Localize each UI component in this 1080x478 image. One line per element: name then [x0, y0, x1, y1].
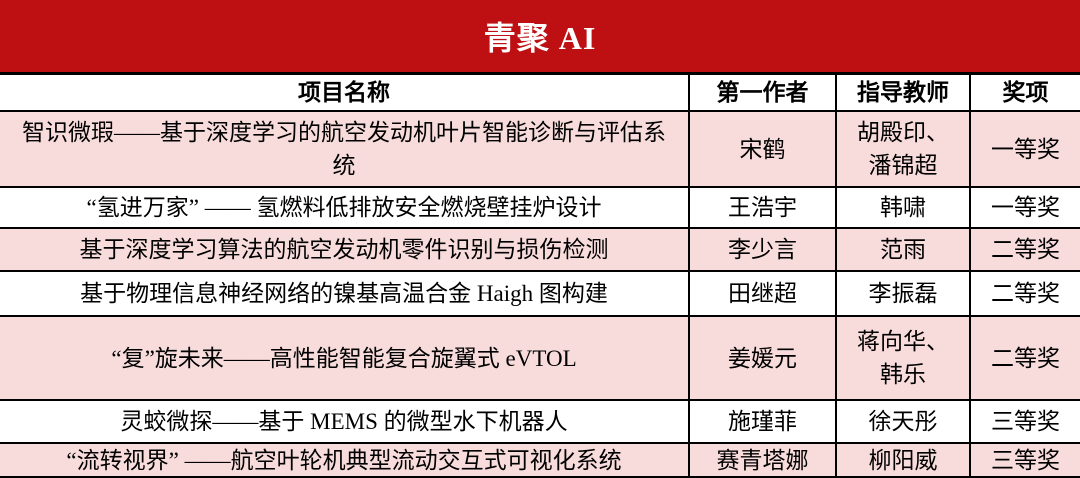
first-author-cell: 田继超 — [690, 272, 837, 315]
table-row: 基于物理信息神经网络的镍基高温合金 Haigh 图构建 田继超 李振磊 二等奖 — [0, 270, 1080, 315]
first-author-cell: 王浩宇 — [690, 188, 837, 227]
table-row: 智识微瑕——基于深度学习的航空发动机叶片智能诊断与评估系 统 宋鹤 胡殿印、 潘… — [0, 110, 1080, 186]
advisor-cell: 胡殿印、 潘锦超 — [837, 112, 971, 186]
advisor-cell: 柳阳威 — [837, 444, 971, 476]
column-header-advisor: 指导教师 — [837, 75, 971, 110]
table-row: “氢进万家” —— 氢燃料低排放安全燃烧壁挂炉设计 王浩宇 韩啸 一等奖 — [0, 186, 1080, 227]
column-header-award: 奖项 — [1002, 80, 1049, 105]
award-table: 项目名称 第一作者 指导教师 奖项 智识微瑕——基于深度学习的航空发动机叶片智能… — [0, 72, 1080, 478]
first-author-cell: 赛青塔娜 — [690, 444, 837, 476]
project-name-cell: 基于物理信息神经网络的镍基高温合金 Haigh 图构建 — [0, 272, 690, 315]
project-name-cell: “复”旋未来——高性能智能复合旋翼式 eVTOL — [0, 317, 690, 399]
project-name-cell: “流转视界” ——航空叶轮机典型流动交互式可视化系统 — [0, 444, 690, 476]
project-name-cell: 灵蛟微探——基于 MEMS 的微型水下机器人 — [0, 401, 690, 442]
project-name-cell: 智识微瑕——基于深度学习的航空发动机叶片智能诊断与评估系 统 — [0, 112, 690, 186]
award-cell: 二等奖 — [991, 345, 1060, 371]
table-row: 基于深度学习算法的航空发动机零件识别与损伤检测 李少言 范雨 二等奖 — [0, 227, 1080, 270]
first-author-cell: 姜媛元 — [690, 317, 837, 399]
award-cell: 二等奖 — [991, 281, 1060, 306]
table-row: “复”旋未来——高性能智能复合旋翼式 eVTOL 姜媛元 蒋向华、 韩乐 二等奖 — [0, 315, 1080, 399]
first-author-cell: 李少言 — [690, 229, 837, 270]
column-header-project-name: 项目名称 — [0, 75, 690, 110]
award-cell: 一等奖 — [991, 195, 1060, 220]
advisor-cell: 范雨 — [837, 229, 971, 270]
table-row: 灵蛟微探——基于 MEMS 的微型水下机器人 施瑾菲 徐天彤 三等奖 — [0, 399, 1080, 442]
page-title: 青聚 AI — [483, 20, 597, 56]
award-cell: 三等奖 — [991, 409, 1060, 434]
first-author-cell: 宋鹤 — [690, 112, 837, 186]
table-header-row: 项目名称 第一作者 指导教师 奖项 — [0, 72, 1080, 110]
project-name-cell: 基于深度学习算法的航空发动机零件识别与损伤检测 — [0, 229, 690, 270]
table-row: “流转视界” ——航空叶轮机典型流动交互式可视化系统 赛青塔娜 柳阳威 三等奖 — [0, 442, 1080, 478]
advisor-cell: 韩啸 — [837, 188, 971, 227]
advisor-cell: 徐天彤 — [837, 401, 971, 442]
advisor-cell: 李振磊 — [837, 272, 971, 315]
award-cell: 三等奖 — [991, 447, 1060, 473]
title-banner: 青聚 AI — [0, 0, 1080, 72]
project-name-cell: “氢进万家” —— 氢燃料低排放安全燃烧壁挂炉设计 — [0, 188, 690, 227]
advisor-cell: 蒋向华、 韩乐 — [837, 317, 971, 399]
column-header-first-author: 第一作者 — [690, 75, 837, 110]
first-author-cell: 施瑾菲 — [690, 401, 837, 442]
award-cell: 二等奖 — [991, 237, 1060, 262]
award-cell: 一等奖 — [991, 136, 1060, 162]
